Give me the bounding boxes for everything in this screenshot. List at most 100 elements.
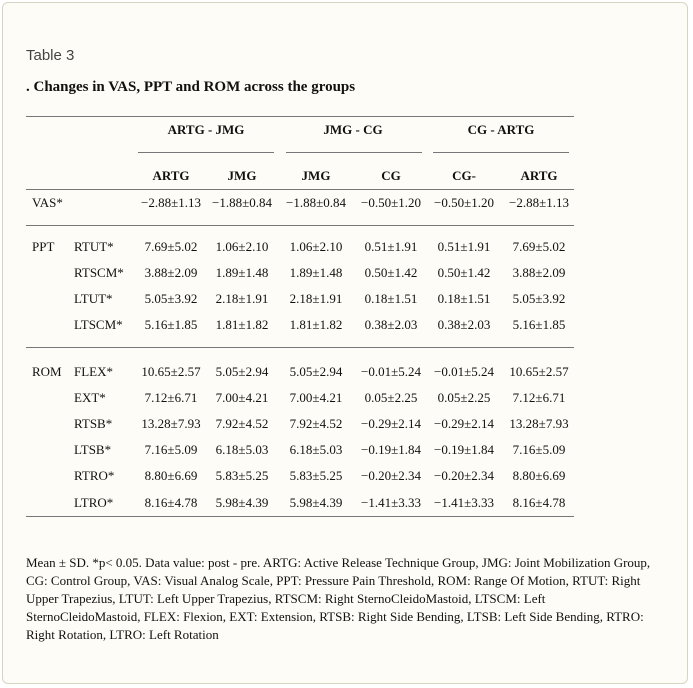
cell: 5.83±5.25 (215, 468, 269, 484)
footnote: Mean ± SD. *p< 0.05. Data value: post - … (26, 555, 651, 642)
cell: 7.00±4.21 (289, 390, 343, 406)
cell: 7.92±4.52 (215, 416, 269, 432)
table-title: . Changes in VAS, PPT and ROM across the… (26, 79, 356, 95)
cell: −0.01±5.24 (361, 364, 421, 379)
cell: 7.00±4.21 (215, 390, 269, 406)
row-label: LTSCM* (74, 317, 123, 333)
cell: −1.41±3.33 (361, 494, 421, 510)
cell: 3.88±2.09 (144, 265, 198, 281)
row-label: RTRO* (74, 468, 115, 484)
cell: 7.16±5.09 (144, 442, 198, 458)
cell: −1.41±3.33 (434, 494, 494, 510)
cell: −1.88±0.84 (212, 195, 272, 210)
rule (433, 152, 569, 153)
cell: −0.20±2.34 (434, 468, 494, 484)
cell: 10.65±2.57 (509, 364, 569, 379)
cell: 7.12±6.71 (144, 390, 198, 406)
cell: 1.81±1.82 (215, 317, 269, 333)
row-label: LTRO* (74, 494, 114, 510)
cell: −2.88±1.13 (141, 195, 201, 210)
column-header: ARTG (152, 168, 190, 183)
cell: 0.51±1.91 (437, 239, 491, 254)
cell: 5.05±3.92 (144, 291, 198, 307)
cell: 5.05±2.94 (289, 364, 343, 379)
cell: 3.88±2.09 (512, 265, 566, 281)
row-group: VAS* (32, 195, 63, 210)
cell: 8.80±6.69 (512, 468, 566, 484)
cell: −1.88±0.84 (286, 195, 346, 210)
cell: 2.18±1.91 (289, 291, 343, 307)
cell: 0.51±1.91 (364, 239, 418, 254)
rule (26, 515, 574, 517)
cell: 7.69±5.02 (512, 239, 566, 254)
row-label: LTSB* (74, 442, 112, 458)
cell: −0.29±2.14 (434, 416, 494, 432)
cell: 1.89±1.48 (289, 265, 343, 281)
group-header: JMG - CG (323, 122, 383, 137)
cell: 0.50±1.42 (364, 265, 418, 281)
cell: 0.38±2.03 (437, 317, 491, 333)
cell: 7.69±5.02 (144, 239, 198, 254)
cell: 0.18±1.51 (364, 291, 418, 307)
cell: −0.20±2.34 (361, 468, 421, 484)
row-label: RTSCM* (74, 265, 124, 281)
cell: −0.19±1.84 (361, 442, 421, 458)
cell: 13.28±7.93 (509, 416, 569, 432)
column-header: CG (381, 168, 401, 183)
row-label: EXT* (74, 390, 106, 406)
row-group: PPT (32, 239, 55, 254)
group-header: CG - ARTG (467, 122, 535, 137)
cell: 0.18±1.51 (437, 291, 491, 307)
cell: 8.80±6.69 (144, 468, 198, 484)
rule (26, 225, 574, 226)
table-label: Table 3 (26, 47, 75, 64)
cell: 5.83±5.25 (289, 468, 343, 484)
column-header: JMG (227, 168, 257, 183)
column-header: CG- (452, 168, 476, 183)
column-header: JMG (301, 168, 331, 183)
row-group: ROM (32, 364, 62, 379)
cell: 7.12±6.71 (512, 390, 566, 406)
cell: 5.16±1.85 (512, 317, 566, 333)
cell: 5.98±4.39 (215, 494, 269, 510)
cell: 8.16±4.78 (144, 494, 198, 510)
cell: 5.16±1.85 (144, 317, 198, 333)
cell: 0.38±2.03 (364, 317, 418, 333)
cell: 0.50±1.42 (437, 265, 491, 281)
cell: 6.18±5.03 (215, 442, 269, 458)
cell: 6.18±5.03 (289, 442, 343, 458)
cell: 1.06±2.10 (289, 239, 343, 254)
cell: −0.19±1.84 (434, 442, 494, 458)
cell: −2.88±1.13 (509, 195, 569, 210)
cell: 1.89±1.48 (215, 265, 269, 281)
cell: 13.28±7.93 (141, 416, 201, 432)
rule (26, 116, 574, 117)
cell: 5.05±2.94 (215, 364, 269, 379)
cell: 5.05±3.92 (512, 291, 566, 307)
rule (26, 189, 574, 190)
row-label: RTUT* (74, 239, 114, 254)
cell: −0.01±5.24 (434, 364, 494, 379)
cell: 7.92±4.52 (289, 416, 343, 432)
column-header: ARTG (520, 168, 558, 183)
cell: 8.16±4.78 (512, 494, 566, 510)
cell: 2.18±1.91 (215, 291, 269, 307)
cell: 5.98±4.39 (289, 494, 343, 510)
group-header: ARTG - JMG (167, 122, 245, 137)
cell: 10.65±2.57 (141, 364, 201, 379)
cell: −0.29±2.14 (361, 416, 421, 432)
rule (286, 152, 422, 153)
cell: 0.05±2.25 (364, 390, 418, 406)
row-label: FLEX* (74, 364, 113, 379)
rule (138, 152, 274, 153)
rule (26, 347, 574, 349)
cell: 7.16±5.09 (512, 442, 566, 458)
cell: 0.05±2.25 (437, 390, 491, 406)
row-label: LTUT* (74, 291, 113, 307)
cell: 1.81±1.82 (289, 317, 343, 333)
cell: −0.50±1.20 (434, 195, 494, 210)
cell: 1.06±2.10 (215, 239, 269, 254)
row-label: RTSB* (74, 416, 113, 432)
